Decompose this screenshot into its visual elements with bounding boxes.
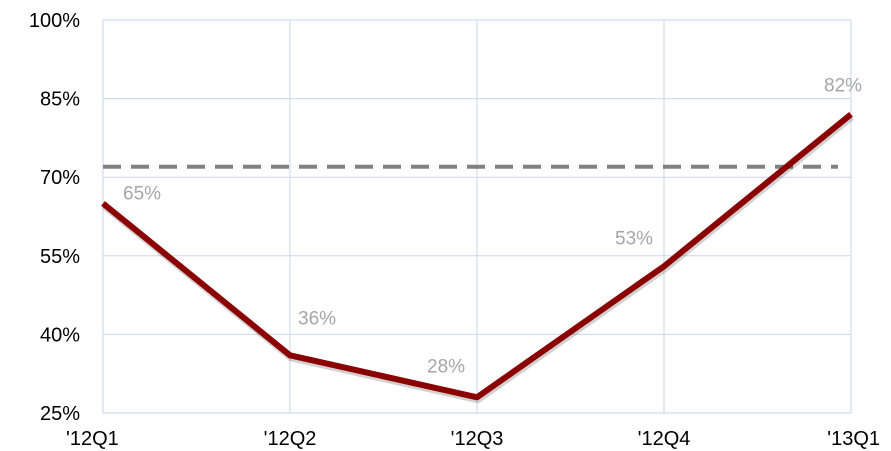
data-labels: 65% 36% 28% 53% 82% <box>123 75 862 377</box>
y-tick-label: 85% <box>40 89 80 111</box>
data-label: 36% <box>298 308 336 329</box>
data-label: 28% <box>427 356 465 377</box>
y-tick-label: 70% <box>40 167 80 189</box>
series-group <box>101 111 854 404</box>
data-label: 82% <box>824 75 862 96</box>
series-line <box>101 111 853 401</box>
y-tick-label: 25% <box>40 403 80 425</box>
y-tick-label: 100% <box>29 10 80 32</box>
y-axis-ticks: 25% 40% 55% 70% 85% 100% <box>29 10 80 425</box>
grid <box>102 19 852 414</box>
y-tick-label: 55% <box>40 246 80 268</box>
data-label: 65% <box>123 183 161 204</box>
x-tick-label: '12Q2 <box>264 428 317 450</box>
x-tick-label: '12Q1 <box>66 428 119 450</box>
x-tick-label: '12Q3 <box>451 428 504 450</box>
x-tick-label: '12Q4 <box>638 428 691 450</box>
y-tick-label: 40% <box>40 324 80 346</box>
data-label: 53% <box>615 228 653 249</box>
x-axis-ticks: '12Q1 '12Q2 '12Q3 '12Q4 '13Q1 <box>66 428 880 450</box>
x-tick-label: '13Q1 <box>827 428 880 450</box>
